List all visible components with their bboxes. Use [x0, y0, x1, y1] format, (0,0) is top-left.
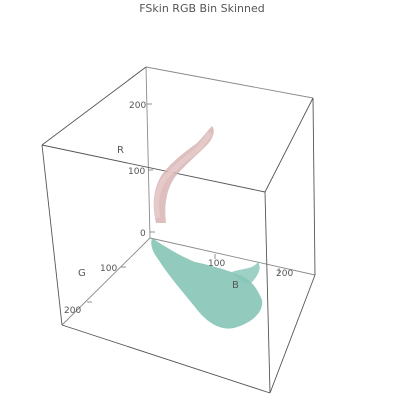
nonskin-cloud-tip	[232, 262, 260, 284]
skin-cloud-highlight	[154, 131, 213, 219]
bounding-box	[41, 66, 316, 394]
tick-labels: 200 100 0 100 200 100 200	[64, 101, 293, 316]
box-edge-back-vertical	[145, 66, 151, 239]
axis-ticks	[87, 103, 280, 303]
box-edge-front-right	[264, 191, 271, 394]
g-axis-label: G	[78, 268, 86, 279]
b-tick-label-100: 100	[208, 259, 225, 269]
box-edge-back-g-axis	[61, 237, 151, 326]
box-edge-back-right	[312, 97, 316, 276]
box-edge-left-top	[41, 66, 147, 146]
r-tick-label-0: 0	[140, 229, 146, 239]
box-edge-right-top	[264, 97, 314, 193]
r-axis-label: R	[117, 145, 124, 156]
g-tick-label-100: 100	[100, 264, 117, 274]
r-tick-label-100: 100	[128, 167, 145, 177]
b-axis-label: B	[232, 280, 239, 291]
b-tick-label-200: 200	[276, 269, 293, 279]
chart-title: FSkin RGB Bin Skinned	[139, 2, 264, 15]
skin-series	[151, 126, 263, 329]
r-tick-label-200: 200	[129, 101, 146, 111]
box-edge-front-left	[41, 144, 63, 326]
axis-labels: R G B	[78, 145, 239, 291]
box-edge-back-b-axis	[149, 237, 316, 276]
box-edge-right-bottom	[269, 274, 316, 394]
box-edge-back-top	[145, 66, 314, 99]
box-edge-front-top	[41, 144, 266, 193]
nonskin-cloud-lower	[151, 238, 263, 329]
g-tick-label-200: 200	[64, 306, 81, 316]
box-edge-front-bottom	[61, 324, 271, 394]
